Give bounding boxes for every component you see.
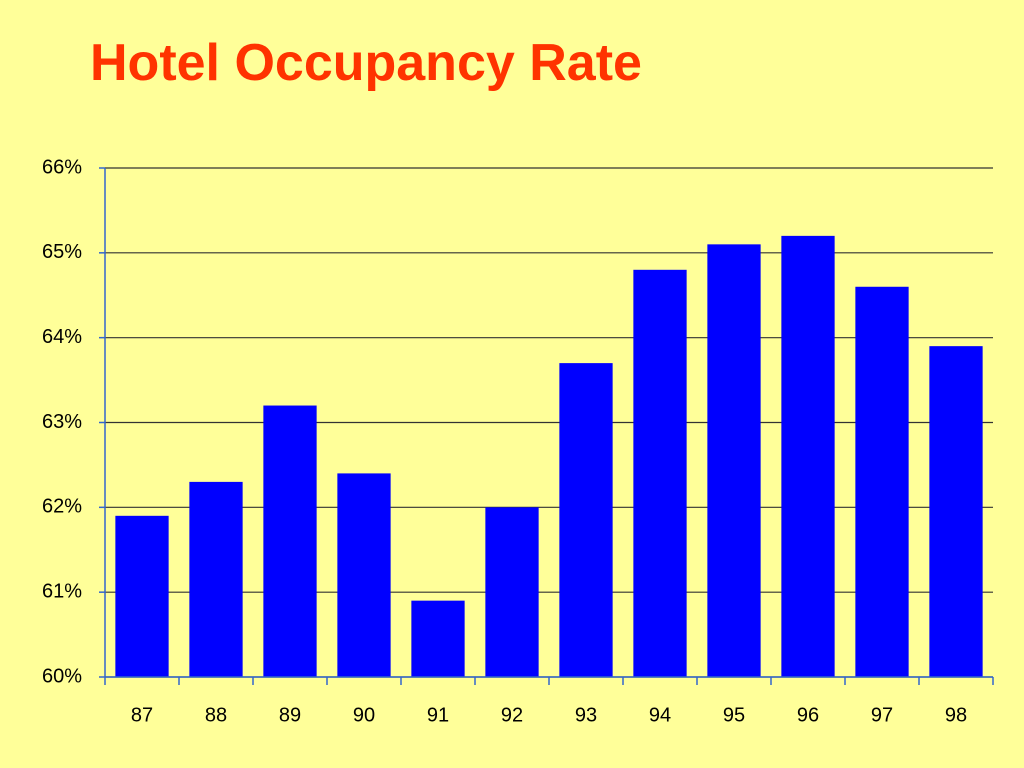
x-tick-label: 89 <box>279 704 301 726</box>
x-tick-label: 87 <box>131 704 153 726</box>
chart-title: Hotel Occupancy Rate <box>90 34 642 92</box>
y-tick-label: 65% <box>42 241 82 263</box>
bar <box>633 269 687 677</box>
x-tick-label: 90 <box>353 704 375 726</box>
bar <box>781 235 835 677</box>
y-tick-label: 61% <box>42 580 82 602</box>
x-tick-label: 88 <box>205 704 227 726</box>
x-tick-label: 98 <box>945 704 967 726</box>
bar <box>189 481 243 677</box>
bar <box>929 346 983 677</box>
x-tick-label: 94 <box>649 704 671 726</box>
x-tick-label: 95 <box>723 704 745 726</box>
y-tick-label: 66% <box>42 156 82 178</box>
bar <box>707 244 761 677</box>
bar <box>559 363 613 677</box>
y-tick-label: 64% <box>42 326 82 348</box>
x-tick-label: 92 <box>501 704 523 726</box>
y-tick-label: 63% <box>42 411 82 433</box>
bar <box>411 600 465 677</box>
bar <box>485 507 539 677</box>
x-tick-label: 93 <box>575 704 597 726</box>
x-tick-label: 91 <box>427 704 449 726</box>
x-tick-label: 96 <box>797 704 819 726</box>
bar <box>855 286 909 677</box>
bar <box>263 405 317 677</box>
bar <box>115 515 169 677</box>
x-tick-label: 97 <box>871 704 893 726</box>
y-tick-label: 62% <box>42 496 82 518</box>
bar <box>337 473 391 677</box>
y-tick-label: 60% <box>42 665 82 687</box>
